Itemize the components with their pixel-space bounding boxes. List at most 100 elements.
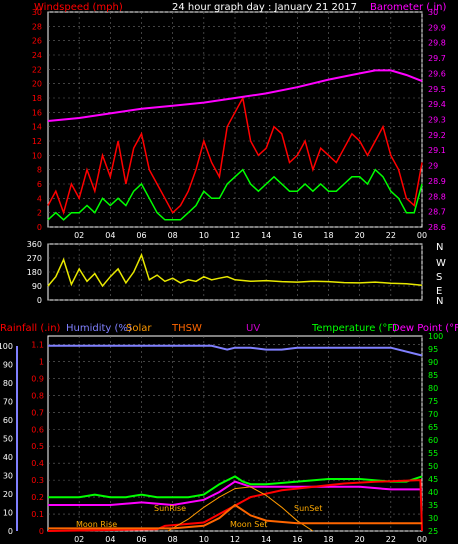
solar-line bbox=[167, 486, 314, 532]
windspeed-tick-label: 12 bbox=[32, 137, 42, 146]
tick-labels: 02468101214161820222426283028.628.728.82… bbox=[0, 8, 446, 544]
windspeed-line bbox=[47, 95, 423, 216]
barometer-tick-label: 29.8 bbox=[428, 39, 446, 48]
windspeed-tick-label: 20 bbox=[32, 80, 42, 89]
wind-hour-tick-label: 10 bbox=[199, 231, 209, 240]
rainfall-tick-label: 0.6 bbox=[31, 425, 44, 434]
barometer-tick-label: 29.6 bbox=[428, 69, 446, 78]
barometer-label: Barometer (.in) bbox=[370, 2, 446, 13]
humidity-tick-label: 30 bbox=[3, 472, 13, 481]
direction-tick-label: 270 bbox=[27, 254, 42, 263]
rainfall-tick-label: 1 bbox=[39, 357, 44, 366]
windspeed-tick-label: 28 bbox=[32, 22, 42, 31]
rainfall-tick-label: 0.7 bbox=[31, 408, 44, 417]
compass-e: E bbox=[436, 286, 442, 297]
rainfall-tick-label: 0.9 bbox=[31, 374, 44, 383]
temperature-tick-label: 100 bbox=[428, 332, 443, 341]
temperature-tick-label: 30 bbox=[428, 514, 438, 523]
windspeed-tick-label: 16 bbox=[32, 108, 42, 117]
humidity-tick-label: 10 bbox=[3, 509, 13, 518]
temperature-label: Temperature (°F) bbox=[311, 323, 397, 334]
wind-hour-tick-label: 06 bbox=[136, 231, 146, 240]
sunset-annotation: SunSet bbox=[294, 504, 322, 513]
windspeed-tick-label: 8 bbox=[37, 166, 42, 175]
windspeed-tick-label: 10 bbox=[32, 151, 42, 160]
barometer-tick-label: 28.6 bbox=[428, 223, 446, 232]
windspeed-tick-label: 4 bbox=[37, 194, 42, 203]
temperature-tick-label: 60 bbox=[428, 436, 438, 445]
rainfall-line bbox=[47, 479, 423, 532]
wind-hour-tick-label: 04 bbox=[105, 231, 115, 240]
rainfall-tick-label: 0.4 bbox=[31, 459, 44, 468]
temperature-tick-label: 90 bbox=[428, 358, 438, 367]
temp-hour-tick-label: 20 bbox=[355, 535, 365, 544]
rainfall-tick-label: 0.1 bbox=[31, 510, 44, 519]
temperature-tick-label: 80 bbox=[428, 384, 438, 393]
windspeed-tick-label: 14 bbox=[32, 123, 42, 132]
temperature-tick-label: 65 bbox=[428, 423, 438, 432]
humidity-tick-label: 90 bbox=[3, 361, 13, 370]
wind-hour-tick-label: 20 bbox=[355, 231, 365, 240]
direction-tick-label: 180 bbox=[27, 268, 42, 277]
temperature-line bbox=[48, 475, 423, 499]
barometer-tick-label: 29.2 bbox=[428, 131, 446, 140]
barometer-tick-label: 29.1 bbox=[428, 146, 446, 155]
series-lines bbox=[47, 69, 423, 532]
thsw-line bbox=[48, 503, 422, 530]
wind-hour-tick-label: 08 bbox=[168, 231, 178, 240]
temperature-tick-label: 25 bbox=[428, 527, 438, 536]
chart-title: 24 hour graph day : January 21 2017 bbox=[172, 2, 357, 13]
temp-hour-tick-label: 22 bbox=[386, 535, 396, 544]
compass-n-bottom: N bbox=[436, 296, 443, 307]
humidity-label: Humidity (%) bbox=[66, 323, 132, 334]
dew-point-line bbox=[48, 480, 422, 507]
wind-direction-line bbox=[47, 252, 423, 288]
average-wind-line bbox=[47, 168, 423, 221]
temperature-tick-label: 50 bbox=[428, 462, 438, 471]
humidity-tick-label: 50 bbox=[3, 435, 13, 444]
solar-label: Solar bbox=[126, 323, 152, 334]
uv-label: UV bbox=[246, 323, 260, 334]
humidity-tick-label: 70 bbox=[3, 398, 13, 407]
barometer-tick-label: 29.4 bbox=[428, 100, 446, 109]
barometer-tick-label: 30 bbox=[428, 8, 438, 17]
humidity-tick-label: 80 bbox=[3, 379, 13, 388]
rainfall-label: Rainfall (.in) bbox=[0, 323, 61, 334]
wind-panel-frame bbox=[47, 11, 423, 228]
barometer-tick-label: 29.3 bbox=[428, 116, 446, 125]
direction-tick-label: 0 bbox=[37, 296, 42, 305]
grid-lines bbox=[48, 11, 423, 532]
temp-hour-tick-label: 02 bbox=[74, 535, 84, 544]
rainfall-tick-label: 0.3 bbox=[31, 476, 44, 485]
temperature-tick-label: 40 bbox=[428, 488, 438, 497]
windspeed-tick-label: 26 bbox=[32, 37, 42, 46]
temp-hour-tick-label: 10 bbox=[199, 535, 209, 544]
wind-hour-tick-label: 00 bbox=[417, 231, 427, 240]
windspeed-label: Windspeed (mph) bbox=[34, 2, 123, 13]
rainfall-tick-label: 1.1 bbox=[31, 340, 44, 349]
windspeed-tick-label: 24 bbox=[32, 51, 42, 60]
temperature-tick-label: 70 bbox=[428, 410, 438, 419]
temperature-tick-label: 55 bbox=[428, 449, 438, 458]
windspeed-tick-label: 2 bbox=[37, 209, 42, 218]
temperature-tick-label: 45 bbox=[428, 475, 438, 484]
sunrise-annotation: SunRise bbox=[154, 504, 186, 513]
temp-hour-tick-label: 06 bbox=[136, 535, 146, 544]
rainfall-tick-label: 0.5 bbox=[31, 442, 44, 451]
windspeed-tick-label: 18 bbox=[32, 94, 42, 103]
dew-point-label: Dew Point (°F) bbox=[392, 323, 458, 334]
wind-hour-tick-label: 14 bbox=[261, 231, 271, 240]
wind-hour-tick-label: 22 bbox=[386, 231, 396, 240]
windspeed-tick-label: 0 bbox=[37, 223, 42, 232]
windspeed-tick-label: 22 bbox=[32, 65, 42, 74]
wind-hour-tick-label: 16 bbox=[292, 231, 302, 240]
rainfall-tick-label: 0 bbox=[39, 527, 44, 536]
wind-hour-tick-label: 02 bbox=[74, 231, 84, 240]
temp-hour-tick-label: 18 bbox=[323, 535, 333, 544]
barometer-line bbox=[47, 69, 423, 122]
humidity-tick-label: 100 bbox=[0, 342, 13, 351]
windspeed-tick-label: 6 bbox=[37, 180, 42, 189]
humidity-tick-label: 0 bbox=[8, 527, 13, 536]
thsw-label: THSW bbox=[171, 323, 202, 334]
